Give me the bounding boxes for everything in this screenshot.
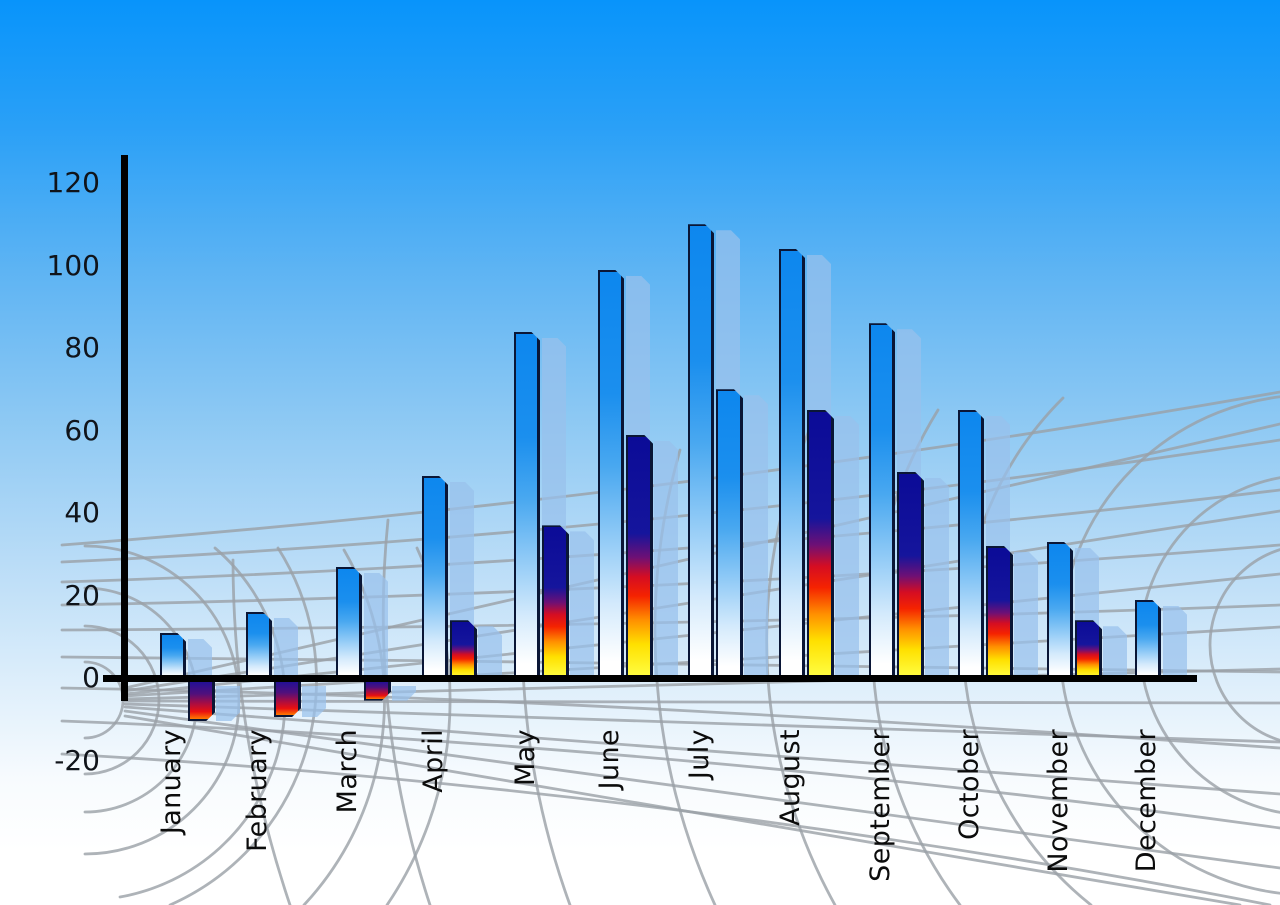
bar-june-secondary [626,435,653,680]
bar-may-primary [514,332,540,681]
bar-february-primary [246,612,272,680]
x-axis-label-april: April [418,729,449,793]
bar-shadow-january-primary [188,639,212,682]
y-tick-label-0: 0 [82,661,100,694]
bar-september-primary [869,323,895,680]
bar-july-primary [688,224,714,680]
bar-april-secondary [450,620,477,680]
bar-july-secondary [716,389,743,680]
bar-march-primary [336,567,362,680]
bar-shadow-march-primary [364,573,388,682]
bar-january-secondary [188,680,215,721]
x-axis-label-november: November [1043,729,1074,873]
x-axis-label-january: January [156,729,187,835]
bar-shadow-january-secondary [216,686,240,721]
x-axis-label-may: May [510,729,541,787]
x-axis-label-september: September [865,729,896,882]
bar-april-primary [422,476,448,680]
bar-shadow-december-primary [1163,606,1187,682]
x-axis-label-june: June [594,729,625,790]
bar-december-primary [1135,600,1161,680]
bar-may-secondary [542,525,569,680]
bar-november-secondary [1075,620,1102,680]
y-tick-label-20: 20 [64,578,100,612]
x-axis-label-december: December [1131,729,1162,873]
bar-shadow-july-secondary [744,395,768,682]
y-tick-label--20: -20 [54,743,100,777]
bar-shadow-june-secondary [654,441,678,682]
bar-shadow-february-secondary [302,686,326,717]
y-tick-label-60: 60 [64,413,100,447]
y-tick-label-80: 80 [64,331,100,364]
bar-february-secondary [274,680,301,717]
bar-shadow-april-secondary [478,626,502,682]
x-axis-baseline [103,675,1197,682]
bar-august-secondary [807,410,834,680]
x-axis-label-july: July [684,729,715,780]
bar-shadow-may-secondary [570,531,594,682]
x-axis-label-august: August [775,729,806,826]
x-axis-label-october: October [954,729,985,840]
x-axis-label-march: March [332,729,363,814]
bar-november-primary [1047,542,1073,680]
bar-shadow-august-secondary [835,416,859,682]
y-tick-label-40: 40 [64,496,100,529]
bar-september-secondary [897,472,924,680]
bar-october-primary [958,410,984,680]
bar-june-primary [598,270,624,680]
bar-shadow-november-secondary [1103,626,1127,682]
y-tick-label-120: 120 [46,166,100,199]
bar-march-secondary [364,680,391,701]
bar-shadow-march-secondary [392,686,416,701]
y-axis-line [121,155,128,701]
y-tick-label-100: 100 [46,248,100,282]
bar-shadow-october-secondary [1014,552,1038,682]
bar-october-secondary [986,546,1013,680]
bar-shadow-september-secondary [925,478,949,682]
bar-january-primary [160,633,186,680]
x-axis-label-february: February [242,729,273,852]
bar-august-primary [779,249,805,680]
bar-shadow-february-primary [274,618,298,682]
